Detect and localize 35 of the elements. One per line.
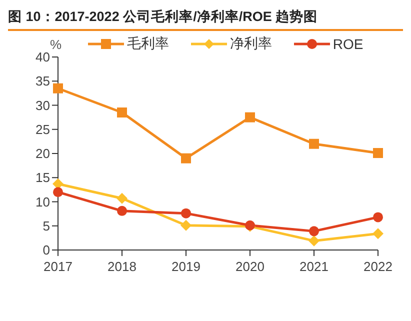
y-tick-label: 25 — [36, 122, 50, 137]
point — [53, 187, 63, 198]
point — [181, 153, 191, 164]
y-axis-title: % — [50, 37, 62, 52]
point — [117, 107, 127, 118]
point — [373, 148, 383, 158]
x-tick-label: 2017 — [44, 259, 72, 274]
point — [308, 235, 320, 246]
point — [372, 228, 384, 240]
legend-label: ROE — [332, 36, 364, 52]
y-tick-label: 30 — [36, 98, 50, 113]
point — [181, 208, 191, 218]
y-tick-label: 10 — [36, 194, 50, 210]
point — [309, 226, 319, 236]
x-tick-label: 2021 — [300, 259, 328, 274]
y-tick-label: 0 — [42, 242, 50, 258]
x-tick-label: 2020 — [236, 259, 264, 274]
chart-title: 图 10：2017-2022 公司毛利率/净利率/ROE 趋势图 — [8, 8, 403, 31]
x-tick-label: 2018 — [108, 259, 136, 274]
point — [245, 112, 255, 122]
y-tick-label: 5 — [42, 218, 50, 234]
y-tick-label: 20 — [36, 146, 50, 162]
y-tick-label: 15 — [36, 170, 50, 186]
point — [309, 138, 319, 149]
point — [373, 212, 383, 222]
point — [180, 220, 192, 231]
point — [53, 83, 63, 94]
legend-label: 净利率 — [230, 35, 272, 53]
x-tick-label: 2022 — [364, 259, 392, 274]
y-tick-label: 35 — [36, 74, 50, 89]
legend-label: 毛利率 — [126, 35, 169, 53]
y-tick-label: 40 — [36, 50, 50, 65]
point — [117, 206, 127, 216]
x-tick-label: 2019 — [172, 259, 200, 274]
point — [116, 192, 128, 204]
